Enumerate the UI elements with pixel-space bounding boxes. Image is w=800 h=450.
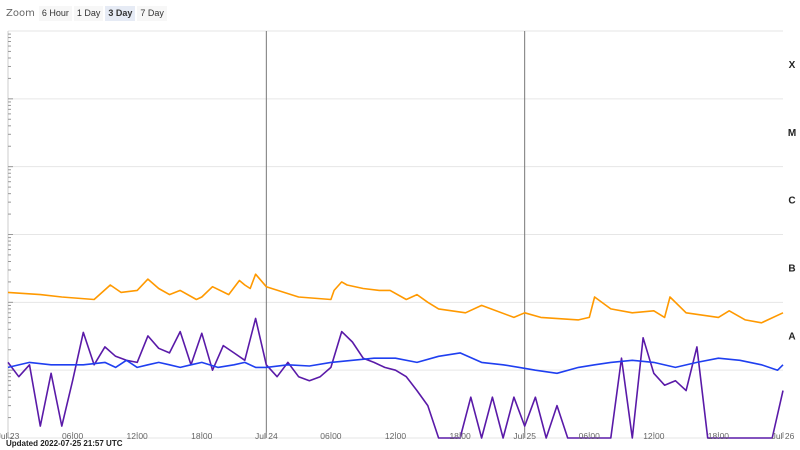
flare-class-label: M: [788, 128, 796, 139]
x-tick-label: 12:00: [643, 431, 665, 441]
flare-class-label: B: [788, 263, 795, 274]
x-tick-label: Jul 23: [0, 431, 20, 441]
x-tick-label: 06:00: [320, 431, 342, 441]
x-tick-label: 18:00: [708, 431, 730, 441]
x-tick-label: 12:00: [385, 431, 407, 441]
day-divider-lines: [265, 31, 526, 438]
x-axis-ticks: Jul 23 06:00 12:00 18:00 Jul 24 06:00 12:00 18:…: [0, 431, 795, 441]
updated-timestamp: Updated 2022-07-25 21:57 UTC: [6, 439, 123, 448]
chart-grid: [7, 30, 783, 439]
flare-class-label: C: [788, 196, 795, 207]
zoom-3-day-button[interactable]: 3 Day: [105, 5, 136, 21]
x-tick-label: Jul 25: [513, 431, 536, 441]
series-line-short_dark: [7, 317, 784, 439]
flare-class-labels: X M C B A: [788, 60, 796, 342]
x-tick-label: 06:00: [62, 431, 84, 441]
x-tick-label: Jul 24: [255, 431, 278, 441]
flare-class-label: X: [789, 60, 796, 71]
zoom-1-day-button[interactable]: 1 Day: [73, 5, 104, 21]
series-line-short: [7, 352, 784, 375]
zoom-6-hour-button[interactable]: 6 Hour: [38, 5, 72, 21]
series-line-long: [7, 273, 784, 324]
zoom-bar: Zoom 6 Hour 1 Day 3 Day 7 Day: [6, 4, 169, 22]
zoom-label: Zoom: [6, 7, 35, 19]
x-tick-label: 06:00: [579, 431, 601, 441]
x-tick-label: 12:00: [127, 431, 149, 441]
x-tick-label: 18:00: [191, 431, 213, 441]
x-tick-label: 18:00: [449, 431, 471, 441]
chart-series: [7, 273, 784, 439]
x-tick-label: Jul 26: [772, 431, 795, 441]
flare-class-label: A: [788, 331, 795, 342]
zoom-7-day-button[interactable]: 7 Day: [137, 5, 167, 21]
